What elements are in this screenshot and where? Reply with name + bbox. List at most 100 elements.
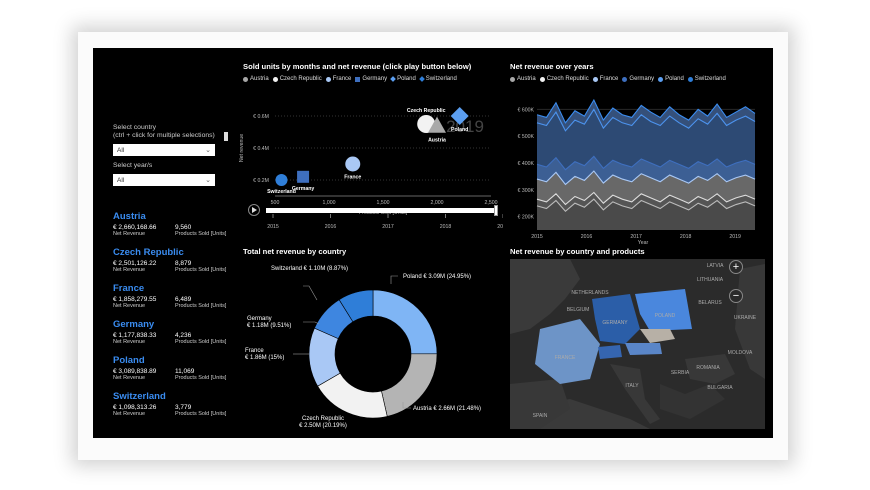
data-point-label: Switzerland [267,189,296,195]
y-tick-label: € 0.2M [253,178,269,184]
play-axis-handle[interactable] [494,205,498,216]
map-country-label: SPAIN [533,413,548,419]
map-country-label: SERBIA [671,370,690,376]
legend-swatch [592,76,598,82]
area-series [537,199,755,230]
legend-item[interactable]: Poland [390,76,416,82]
legend-item[interactable]: Czech Republic [272,76,322,82]
europe-map[interactable]: LATVIA LITHUANIA BELARUS POLAND GERMANY UKRAI… [510,259,765,429]
legend-label: Austria [517,76,536,82]
country-card: Germany € 1,177,838.33 Net Revenue 4,236 P… [113,319,226,355]
map-country-label: BULGARIA [707,385,733,391]
donut-chart[interactable]: Poland € 3.09M (24.95%) Austria € 2.66M (… [243,260,503,432]
legend-item[interactable]: Czech Republic [539,76,589,82]
y-tick-label: € 300K [518,188,535,194]
legend-item[interactable]: Germany [355,76,387,82]
country-dropdown[interactable]: All ⌄ [113,144,215,156]
legend-item[interactable]: Austria [243,76,269,82]
legend-label: Poland [665,76,684,82]
legend-item[interactable]: Switzerland [687,76,726,82]
units-value: 8,879 [175,260,192,267]
legend-label: Germany [362,76,388,82]
net-revenue-label: Net Revenue [113,303,146,309]
scatter-chart[interactable]: 2019 € 0.2M € 0.4M € 0.6M 500 1,000 1,500 2,000… [233,88,503,238]
country-name: France [113,283,145,294]
country-shape-czech-republic[interactable] [640,329,675,343]
country-filter-hint: (ctrl + click for multiple selections) [113,132,215,139]
map-country-label: GERMANY [602,320,628,326]
x-tick-label: 2017 [630,234,642,240]
legend-item[interactable]: France [592,76,618,82]
legend-swatch [325,76,331,82]
donut-data-label: Germany [247,316,272,322]
country-shape-austria[interactable] [625,343,662,355]
area-series-line [536,98,756,124]
play-axis-track[interactable] [266,208,498,213]
legend-label: Switzerland [425,76,457,82]
play-axis-ticks: 2015 2016 2017 2018 2019 [267,214,503,230]
dashboard-canvas: Select country (ctrl + click for multipl… [93,48,773,438]
units-value: 6,489 [175,296,192,303]
x-axis-title: Products Sold [Units] [359,210,408,216]
y-tick-label: € 0.4M [253,146,269,152]
net-revenue-label: Net Revenue [113,339,146,345]
legend-item[interactable]: Austria [510,76,536,82]
units-value: 3,779 [175,404,192,411]
legend-swatch [355,76,361,82]
country-shape-switzerland[interactable] [598,345,622,359]
country-shape-italy [610,364,660,424]
area-legend: Austria Czech Republic France Germany Poland… [510,76,726,82]
x-tick-label: 500 [271,200,280,206]
legend-label: Czech Republic [279,76,322,82]
country-shape-france[interactable] [535,319,600,384]
zoom-out-button[interactable]: − [729,289,743,303]
donut-data-label: € 1.18M (9.51%) [247,323,291,329]
data-point-label: France [344,175,361,181]
net-revenue-label: Net Revenue [113,231,146,237]
legend-label: Czech Republic [546,76,589,82]
play-tick-label: 2018 [440,224,452,230]
units-value: 4,236 [175,332,192,339]
legend-label: France [332,76,352,82]
donut-chart-title: Total net revenue by country [243,247,347,256]
country-card: Poland € 3,089,838.89 Net Revenue 11,069 P… [113,355,226,391]
y-tick-label: € 600K [518,107,535,113]
selection-clear-icon[interactable] [224,132,228,141]
play-tick-label: 2019 [497,224,503,230]
zoom-in-button[interactable]: + [729,260,743,274]
donut-slice [338,289,374,323]
data-point [345,156,361,172]
legend-item[interactable]: Poland [658,76,684,82]
units-value: 11,069 [175,368,195,375]
legend-label: Austria [250,76,269,82]
data-point-label: Austria [428,138,446,144]
legend-item[interactable]: Germany [622,76,654,82]
net-revenue-value: € 1,098,313.26 [113,404,157,411]
legend-label: Germany [629,76,655,82]
legend-swatch [243,76,248,82]
units-label: Products Sold [Units] [175,411,227,417]
country-name: Austria [113,211,146,222]
data-point [275,174,288,186]
play-button[interactable] [248,204,260,216]
map-country-label: ROMANIA [696,365,720,371]
y-axis-title: Net revenue [239,134,245,162]
play-tick-label: 2015 [267,224,279,230]
legend-swatch [539,76,545,82]
area-chart[interactable]: € 200K € 300K € 400K € 500K € 600K 2015 2016 20… [503,86,765,244]
x-axis-title: Year [638,240,649,244]
country-shape-poland[interactable] [635,289,692,331]
country-shape-spain [510,379,570,429]
y-tick-label: € 0.6M [253,114,269,120]
units-label: Products Sold [Units] [175,339,227,345]
map-country-label: NETHERLANDS [571,290,609,296]
map-country-label: BELARUS [698,300,722,306]
data-point [297,170,310,183]
x-tick-label: 2,000 [431,200,444,206]
country-shape-germany[interactable] [592,294,640,344]
area-series-line [536,191,756,206]
legend-item[interactable]: France [325,76,352,82]
donut-data-label: € 1.86M (15%) [245,355,284,361]
legend-item[interactable]: Switzerland [418,76,457,82]
year-dropdown[interactable]: All ⌄ [113,174,215,186]
